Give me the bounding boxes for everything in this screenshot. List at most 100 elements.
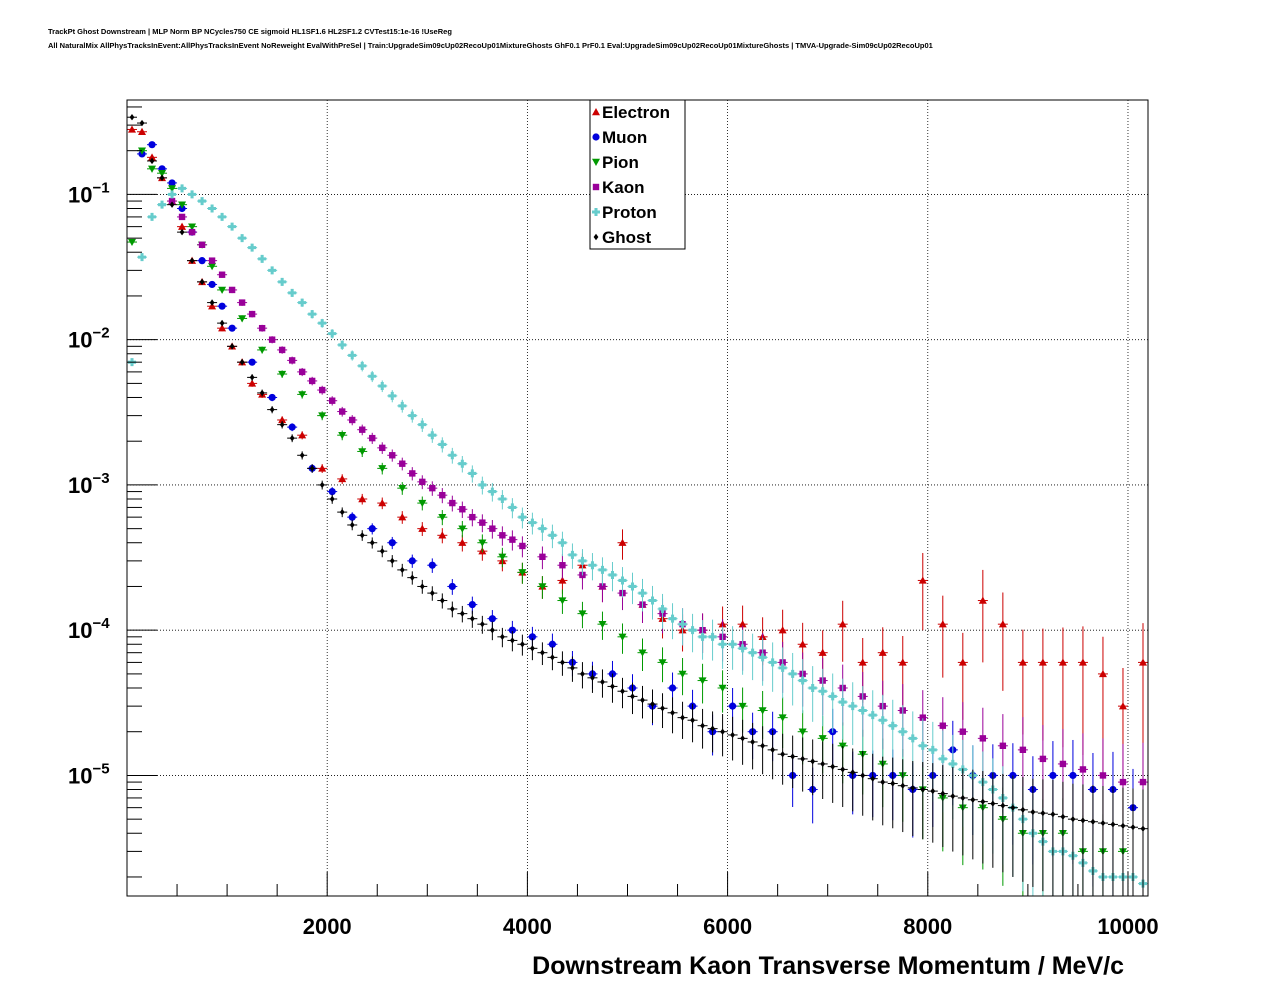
data-point bbox=[1000, 802, 1006, 809]
data-point bbox=[1090, 818, 1096, 825]
data-point bbox=[1139, 778, 1147, 786]
data-point bbox=[339, 508, 345, 516]
data-point bbox=[810, 758, 816, 765]
data-point bbox=[138, 127, 147, 135]
data-point bbox=[218, 212, 227, 221]
data-point bbox=[950, 792, 956, 800]
data-point bbox=[570, 664, 575, 672]
data-point bbox=[328, 329, 337, 338]
data-point bbox=[680, 714, 685, 721]
data-point bbox=[529, 645, 535, 652]
data-point bbox=[379, 444, 386, 452]
data-point bbox=[168, 179, 176, 187]
data-point bbox=[998, 620, 1007, 628]
legend-marker bbox=[592, 208, 600, 216]
data-point bbox=[730, 731, 735, 739]
legend-label: Kaon bbox=[602, 178, 645, 197]
data-point bbox=[319, 481, 325, 489]
data-point bbox=[1009, 771, 1017, 780]
data-point bbox=[318, 386, 326, 394]
data-point bbox=[979, 735, 987, 742]
data-point bbox=[258, 254, 267, 263]
data-point bbox=[578, 556, 587, 565]
data-point bbox=[688, 626, 697, 635]
data-point bbox=[518, 569, 527, 577]
legend-marker bbox=[592, 108, 600, 116]
data-point bbox=[479, 620, 485, 628]
data-point bbox=[228, 222, 237, 231]
data-point bbox=[1120, 822, 1126, 830]
y-tick-label: 10−1 bbox=[68, 179, 110, 207]
data-point bbox=[259, 389, 265, 397]
data-point bbox=[428, 431, 437, 440]
series-kaon bbox=[167, 197, 1148, 896]
data-point bbox=[298, 431, 307, 439]
data-point bbox=[838, 698, 847, 707]
data-point bbox=[349, 521, 355, 529]
data-point bbox=[398, 484, 407, 493]
data-point bbox=[598, 565, 607, 574]
data-point bbox=[750, 738, 756, 746]
data-point bbox=[198, 257, 206, 265]
data-point bbox=[348, 351, 357, 360]
data-point bbox=[388, 539, 396, 547]
data-point bbox=[499, 633, 505, 641]
data-point bbox=[459, 610, 465, 617]
data-point bbox=[298, 298, 307, 307]
y-tick-exponent: −2 bbox=[92, 325, 109, 342]
data-point bbox=[489, 626, 495, 634]
data-point bbox=[1119, 778, 1127, 786]
data-point bbox=[820, 760, 826, 768]
data-point bbox=[219, 319, 225, 327]
data-point bbox=[268, 393, 276, 402]
data-point bbox=[248, 379, 257, 387]
y-tick-label: 10−2 bbox=[68, 325, 110, 353]
data-point bbox=[620, 688, 625, 695]
data-point bbox=[668, 684, 677, 692]
data-point bbox=[318, 464, 327, 472]
legend-box bbox=[589, 99, 686, 250]
data-point bbox=[328, 487, 336, 496]
data-point bbox=[268, 336, 276, 343]
data-point bbox=[890, 780, 896, 787]
data-point bbox=[939, 722, 946, 729]
data-point bbox=[478, 539, 487, 547]
data-point bbox=[189, 257, 195, 264]
data-point bbox=[519, 542, 526, 550]
data-point bbox=[1078, 658, 1087, 666]
data-point bbox=[358, 361, 367, 370]
data-point bbox=[558, 538, 567, 547]
data-point bbox=[419, 478, 426, 486]
data-point bbox=[818, 648, 827, 656]
data-point bbox=[959, 728, 967, 735]
data-point bbox=[678, 620, 687, 629]
data-point bbox=[449, 499, 456, 507]
legend-marker bbox=[592, 133, 600, 141]
data-point bbox=[790, 753, 796, 760]
data-point bbox=[1019, 746, 1027, 754]
legend: Electron Muon Pion Kaon Proton Ghost bbox=[589, 99, 686, 250]
data-point bbox=[269, 406, 275, 413]
data-point bbox=[228, 324, 236, 332]
data-point bbox=[670, 709, 675, 716]
data-point bbox=[469, 513, 476, 521]
data-point bbox=[638, 649, 647, 657]
data-point bbox=[299, 452, 305, 459]
data-point bbox=[178, 184, 187, 193]
data-point bbox=[429, 589, 435, 597]
data-point bbox=[830, 763, 836, 770]
data-point bbox=[519, 641, 525, 648]
data-point bbox=[990, 800, 996, 807]
data-point bbox=[1038, 658, 1047, 666]
data-point bbox=[279, 421, 285, 428]
data-point bbox=[389, 452, 396, 459]
data-point bbox=[208, 302, 217, 310]
data-point bbox=[178, 222, 187, 230]
data-point bbox=[409, 574, 415, 581]
data-point bbox=[338, 340, 347, 349]
data-point bbox=[238, 234, 247, 243]
data-point bbox=[378, 381, 387, 390]
data-point bbox=[479, 519, 486, 526]
data-point bbox=[229, 343, 235, 350]
data-point bbox=[218, 286, 227, 294]
